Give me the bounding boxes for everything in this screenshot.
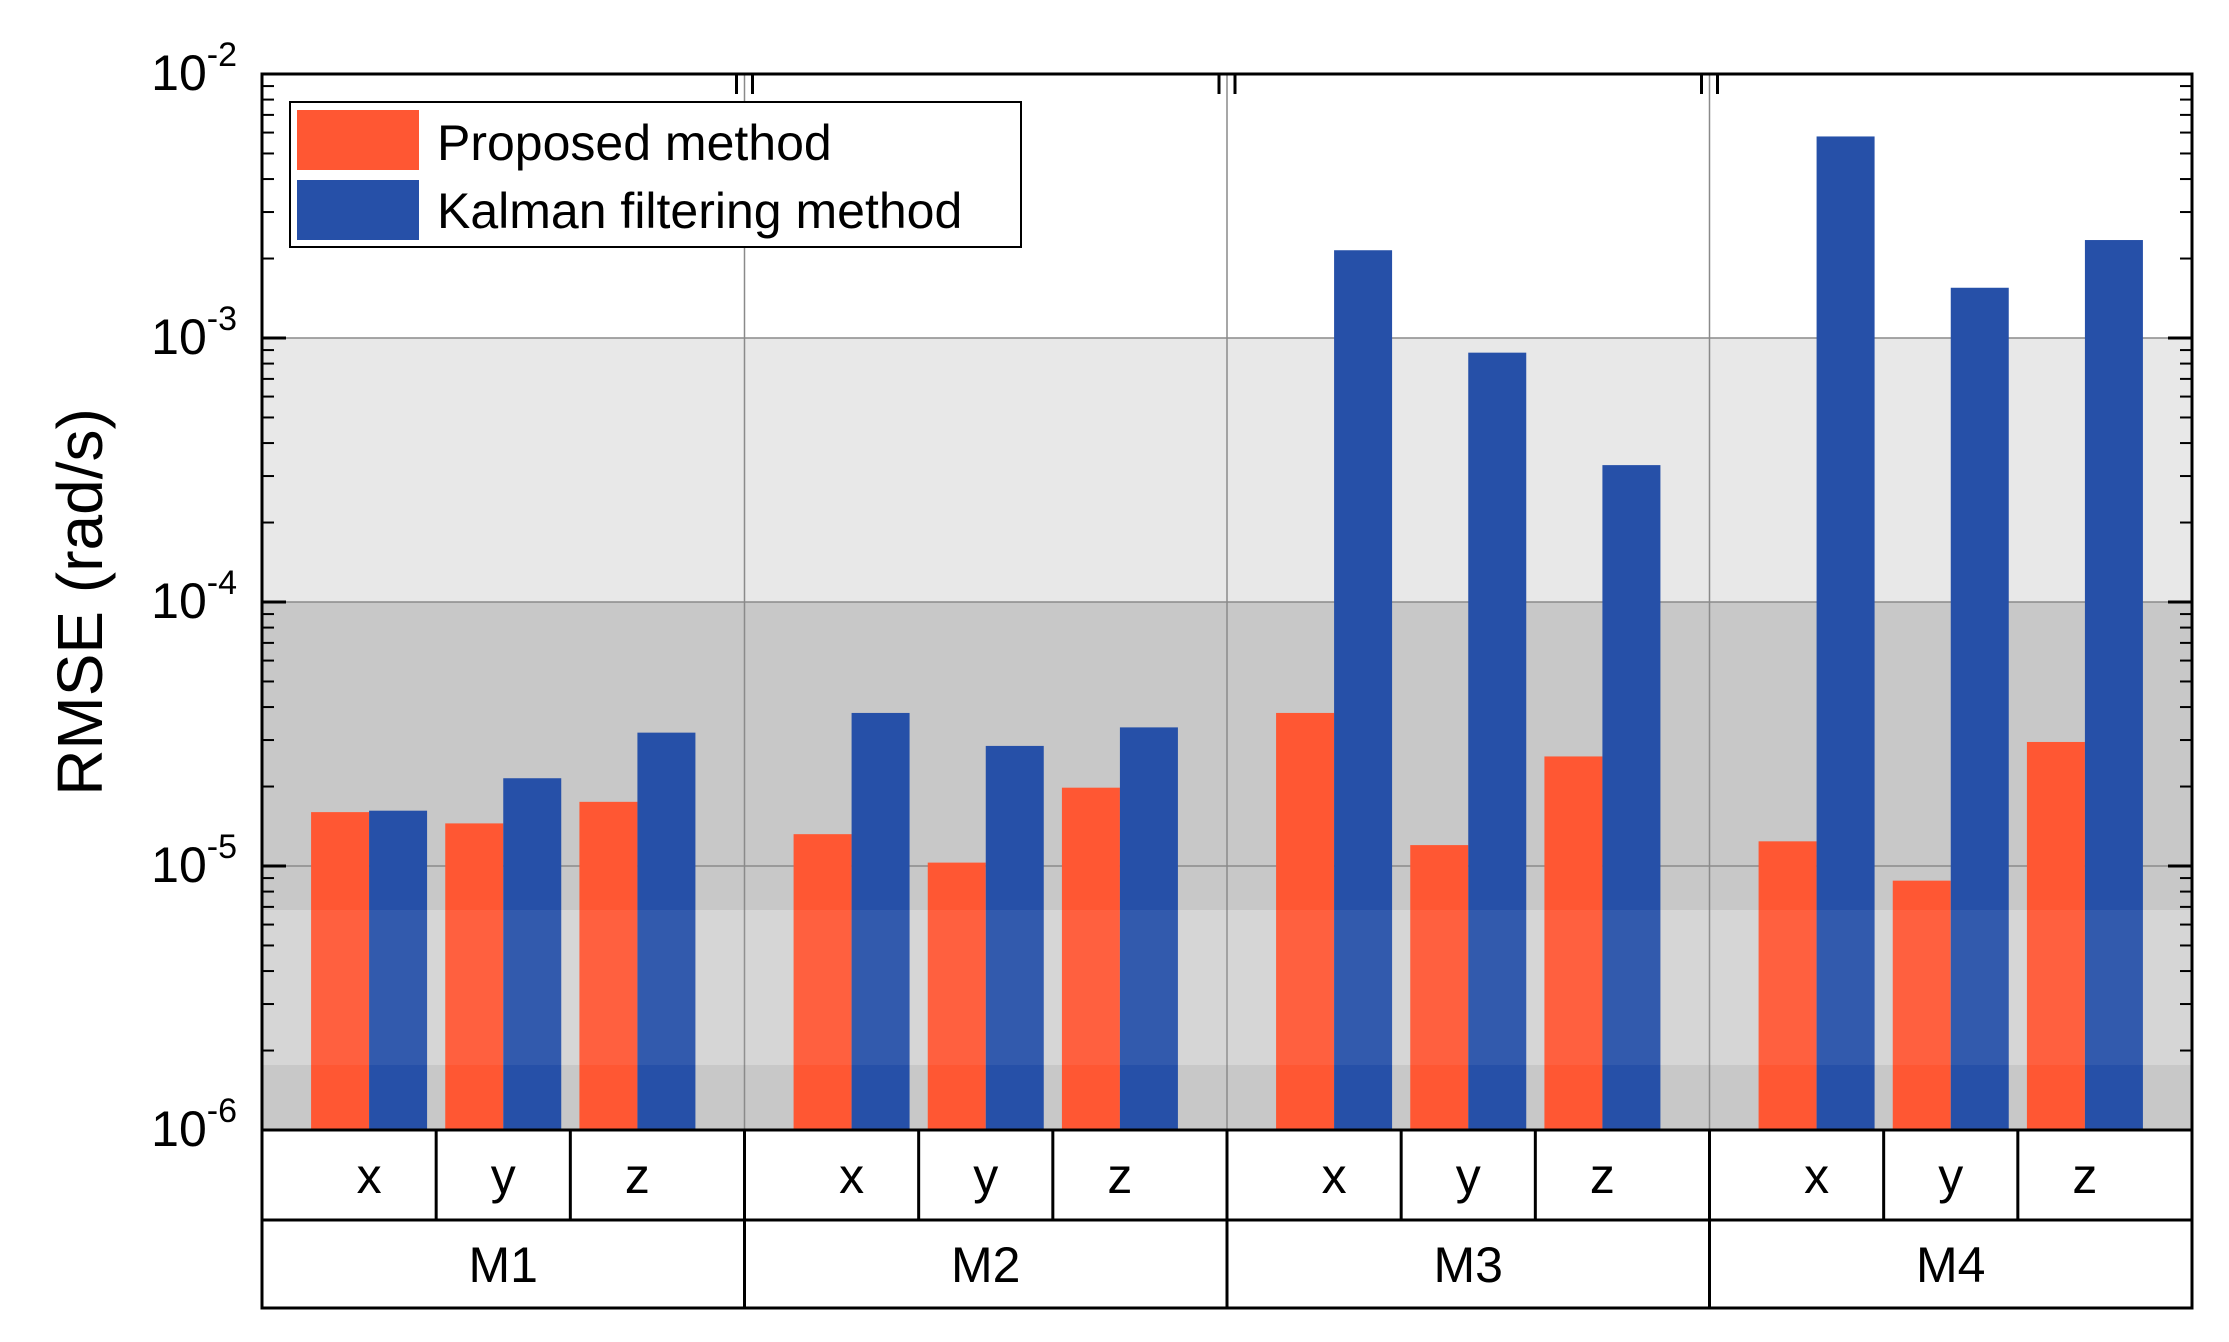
category-axis-label: z: [625, 1148, 650, 1204]
bar-kalman-m3-z: [1602, 465, 1661, 1130]
category-axis-label: y: [973, 1148, 998, 1204]
legend-label-proposed: Proposed method: [437, 115, 832, 171]
bar-proposed-m1-y: [445, 823, 504, 1130]
bar-proposed-m4-z: [2026, 741, 2085, 1130]
legend-swatch-kalman: [297, 180, 419, 240]
bar-kalman-m1-z: [637, 732, 696, 1130]
y-tick-label: 10-6: [151, 1092, 237, 1157]
bar-kalman-m1-y: [503, 778, 562, 1130]
bar-proposed-m1-x: [311, 812, 370, 1130]
legend-swatch-proposed: [297, 110, 419, 170]
y-tick-base: 10: [151, 1101, 207, 1157]
category-axis-label: x: [1804, 1148, 1829, 1204]
y-tick-base: 10: [151, 573, 207, 629]
y-tick-exponent: -2: [207, 36, 237, 74]
y-tick-labels: 10-610-510-410-310-2: [151, 36, 237, 1157]
category-axis-label: x: [357, 1148, 382, 1204]
bar-kalman-m3-x: [1334, 250, 1393, 1130]
y-tick-label: 10-2: [151, 36, 237, 101]
legend: Proposed method Kalman filtering method: [289, 101, 1022, 248]
y-tick-base: 10: [151, 45, 207, 101]
category-group-label: M2: [951, 1237, 1020, 1293]
bar-proposed-m2-y: [927, 862, 986, 1130]
y-tick-exponent: -3: [207, 300, 237, 338]
bar-proposed-m2-z: [1061, 787, 1120, 1130]
bar-proposed-m1-z: [579, 801, 638, 1130]
bars: [262, 136, 2192, 1130]
bar-proposed-m3-y: [1410, 845, 1469, 1130]
category-axis-label: z: [1107, 1148, 1132, 1204]
category-group-label: M3: [1434, 1237, 1503, 1293]
bar-proposed-m2-x: [793, 834, 852, 1130]
y-tick-base: 10: [151, 309, 207, 365]
y-tick-base: 10: [151, 837, 207, 893]
y-tick-label: 10-5: [151, 828, 237, 893]
category-axis-label: y: [1938, 1148, 1963, 1204]
bar-kalman-m2-z: [1119, 727, 1178, 1130]
y-tick-exponent: -6: [207, 1092, 237, 1130]
band-overlay-lower: [262, 910, 2192, 1065]
bar-proposed-m4-y: [1892, 880, 1951, 1130]
bar-kalman-m3-y: [1468, 352, 1527, 1130]
category-axis-label: y: [1456, 1148, 1481, 1204]
bar-kalman-m4-z: [2084, 240, 2143, 1130]
bar-proposed-m4-x: [1758, 841, 1817, 1130]
y-tick-label: 10-4: [151, 564, 237, 629]
bar-proposed-m3-x: [1276, 712, 1335, 1130]
bar-kalman-m2-x: [851, 712, 910, 1130]
category-axis-label: z: [1590, 1148, 1615, 1204]
y-tick-label: 10-3: [151, 300, 237, 365]
y-tick-exponent: -4: [207, 564, 237, 602]
y-axis-label: RMSE (rad/s): [44, 408, 116, 796]
bar-kalman-m4-y: [1950, 287, 2009, 1130]
bar-kalman-m4-x: [1816, 136, 1875, 1130]
bar-kalman-m2-y: [985, 745, 1044, 1130]
category-group-label: M4: [1916, 1237, 1985, 1293]
legend-label-kalman: Kalman filtering method: [437, 183, 962, 239]
bar-kalman-m1-x: [369, 810, 428, 1130]
category-axis-table: x y z M1 x y z M2 x y z M3 x y z M4: [260, 1128, 2194, 1310]
category-axis-label: y: [491, 1148, 516, 1204]
bar-proposed-m3-z: [1544, 756, 1603, 1130]
y-tick-exponent: -5: [207, 828, 237, 866]
category-axis-label: x: [1322, 1148, 1347, 1204]
category-axis-label: x: [839, 1148, 864, 1204]
category-group-label: M1: [469, 1237, 538, 1293]
category-axis-label: z: [2072, 1148, 2097, 1204]
